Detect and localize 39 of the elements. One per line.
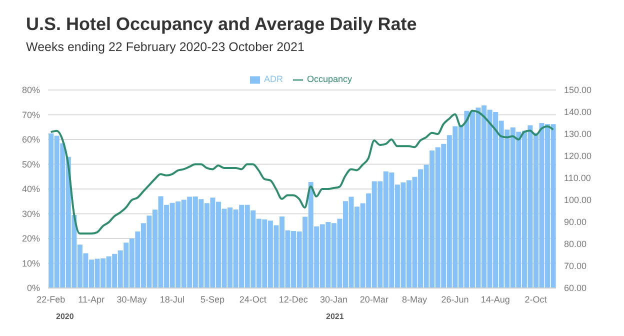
x-tick-label: 8-May	[402, 294, 428, 304]
legend-label: ADR	[264, 74, 283, 84]
y2-tick-label: 110.00	[564, 173, 591, 184]
y2-tick-label: 90.00	[564, 217, 587, 228]
x-tick-label: 30-Jan	[320, 294, 348, 304]
y-tick-label: 30%	[22, 208, 40, 219]
x-tick-label: 26-Jun	[441, 294, 469, 304]
y-tick-label: 0%	[26, 283, 40, 294]
x-tick-label: 22-Feb	[36, 294, 66, 304]
x-tick-label: 12-Dec	[278, 294, 308, 304]
y2-tick-label: 140.00	[564, 107, 592, 118]
y-tick-label: 10%	[22, 258, 40, 268]
x-tick-label: 24-Oct	[239, 294, 267, 304]
x-tick-label: 5-Sep	[200, 294, 225, 304]
y2-tick-label: 60.00	[564, 283, 587, 294]
chart-title: U.S. Hotel Occupancy and Average Daily Rate	[26, 14, 417, 35]
y-tick-label: 50%	[22, 159, 40, 170]
y2-tick-label: 80.00	[564, 239, 587, 250]
x-tick-label: 14-Aug	[480, 294, 510, 304]
x-tick-label: 11-Apr	[78, 294, 104, 304]
x-tick-label: 20-Mar	[360, 294, 388, 304]
y-tick-label: 40%	[22, 184, 40, 194]
x-tick-label: 30-May	[116, 294, 148, 304]
chart-subtitle: Weeks ending 22 February 2020-23 October 2021	[26, 40, 304, 54]
legend-label: Occupancy	[306, 74, 352, 84]
y-tick-label: 70%	[22, 110, 40, 120]
text: 2021	[326, 312, 344, 321]
y2-tick-label: 120.00	[564, 151, 592, 162]
y2-tick-label: 150.00	[564, 85, 592, 96]
y-tick-label: 60%	[22, 134, 40, 145]
x-tick-label: 2-Oct	[524, 294, 548, 304]
text: 2020	[56, 312, 74, 321]
y2-tick-label: 70.00	[564, 261, 587, 272]
y-tick-label: 20%	[22, 234, 40, 244]
y2-tick-label: 100.00	[564, 195, 592, 206]
y-tick-label: 80%	[22, 85, 40, 96]
x-tick-label: 18-Jul	[160, 294, 184, 304]
y2-tick-label: 130.00	[564, 129, 592, 140]
line-series	[50, 110, 554, 235]
